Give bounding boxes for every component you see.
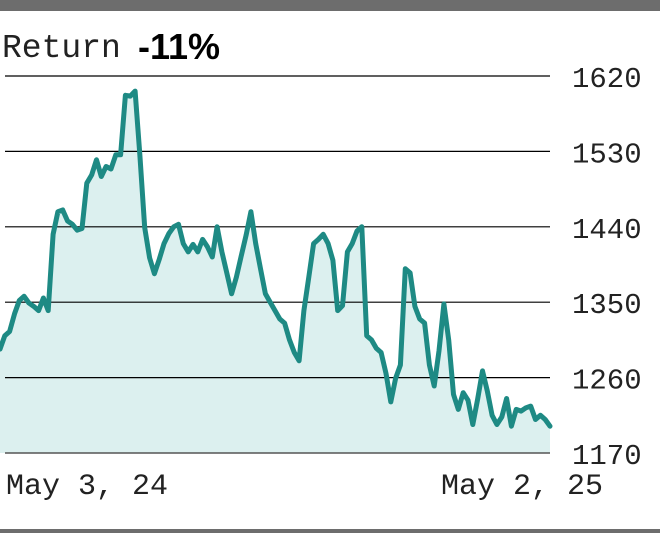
return-value: -11%: [138, 26, 221, 67]
y-tick-label: 1530: [572, 138, 642, 171]
y-tick-label: 1260: [572, 365, 642, 398]
y-tick-label: 1170: [572, 440, 642, 473]
y-tick-label: 1620: [572, 63, 642, 96]
top-border: [0, 0, 660, 11]
bottom-border: [0, 529, 660, 533]
return-label: Return: [2, 30, 121, 67]
y-tick-label: 1350: [572, 289, 642, 322]
x-axis-start-label: May 3, 24: [6, 470, 169, 504]
series-line: [0, 88, 553, 429]
y-tick-label: 1440: [572, 214, 642, 247]
series-area: [0, 91, 550, 453]
x-axis-end-label: May 2, 25: [441, 470, 604, 504]
